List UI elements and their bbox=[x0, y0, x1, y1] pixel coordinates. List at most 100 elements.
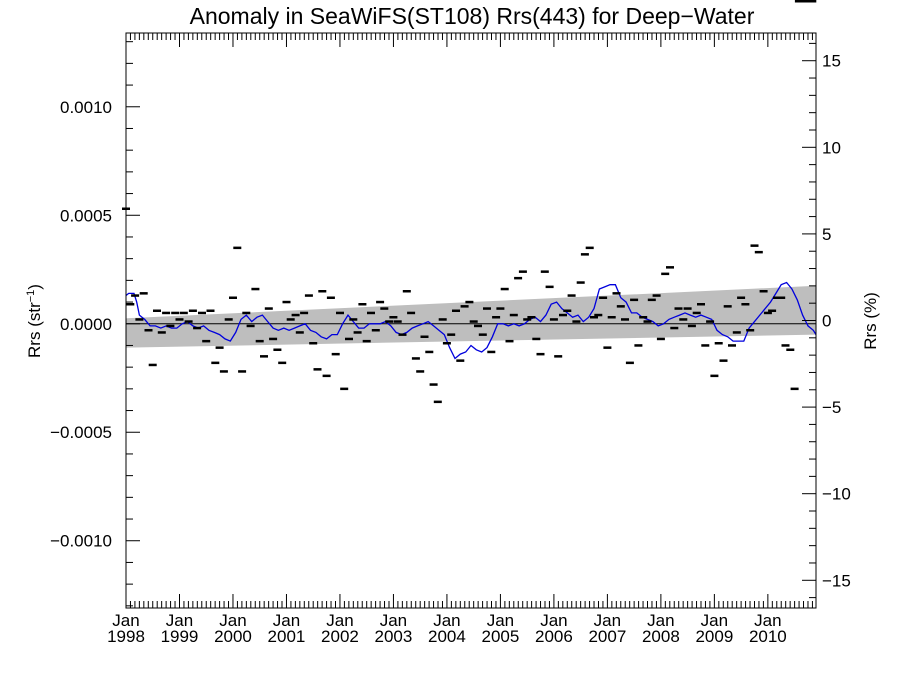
x-tick-label-year: 2000 bbox=[214, 627, 252, 646]
x-tick-label-year: 2007 bbox=[588, 627, 626, 646]
x-tick-label-month: Jan bbox=[647, 611, 674, 630]
data-point bbox=[331, 352, 340, 356]
y-tick-label-left: −0.0010 bbox=[50, 532, 112, 551]
data-point bbox=[599, 296, 608, 299]
data-point bbox=[763, 311, 772, 315]
data-point bbox=[580, 253, 589, 256]
data-point bbox=[242, 311, 251, 315]
data-point bbox=[474, 324, 482, 328]
x-tick-label-year: 2003 bbox=[375, 627, 413, 646]
data-point bbox=[246, 324, 255, 328]
data-point bbox=[371, 329, 380, 332]
monthly-anomaly-markers bbox=[122, 0, 817, 404]
data-point bbox=[540, 270, 549, 273]
x-tick-label-year: 2005 bbox=[482, 627, 520, 646]
data-point bbox=[309, 342, 318, 345]
data-point bbox=[425, 350, 434, 354]
data-point bbox=[238, 370, 247, 373]
data-point bbox=[376, 300, 385, 304]
data-point bbox=[759, 290, 768, 293]
data-point bbox=[193, 326, 202, 330]
data-point bbox=[282, 300, 291, 304]
x-tick-label-month: Jan bbox=[540, 611, 567, 630]
data-point bbox=[666, 266, 674, 269]
chart-title: Anomaly in SeaWiFS(ST108) Rrs(443) for D… bbox=[190, 3, 755, 29]
data-point bbox=[661, 272, 670, 276]
data-point bbox=[442, 342, 451, 345]
data-point bbox=[625, 361, 634, 365]
data-point bbox=[594, 313, 603, 317]
data-point bbox=[647, 298, 656, 302]
data-point bbox=[416, 370, 425, 373]
data-point bbox=[389, 316, 398, 319]
data-point bbox=[313, 368, 322, 371]
data-point bbox=[500, 287, 509, 291]
data-point bbox=[229, 296, 237, 299]
data-point bbox=[656, 337, 665, 341]
data-point bbox=[754, 250, 763, 254]
data-point bbox=[198, 311, 206, 315]
data-point bbox=[456, 359, 465, 362]
data-point bbox=[612, 292, 621, 295]
data-point bbox=[260, 355, 268, 358]
x-tick-label-month: Jan bbox=[380, 611, 407, 630]
data-point bbox=[465, 300, 474, 304]
data-point bbox=[799, 0, 808, 3]
data-point bbox=[630, 298, 639, 302]
data-point bbox=[786, 348, 795, 351]
data-point bbox=[603, 346, 612, 349]
data-point bbox=[469, 320, 478, 323]
x-tick-label-year: 2008 bbox=[642, 627, 680, 646]
data-point bbox=[777, 296, 786, 299]
data-point bbox=[452, 309, 460, 312]
data-point bbox=[567, 294, 576, 297]
data-point bbox=[166, 324, 175, 328]
x-tick-label-year: 2006 bbox=[535, 627, 573, 646]
data-point bbox=[179, 311, 188, 315]
data-point bbox=[639, 316, 648, 319]
y-tick-label-left: 0.0010 bbox=[60, 98, 112, 117]
data-point bbox=[211, 361, 220, 365]
data-point bbox=[206, 309, 215, 312]
data-point bbox=[706, 320, 715, 323]
data-point bbox=[483, 307, 491, 310]
data-point bbox=[153, 309, 161, 312]
data-point bbox=[402, 290, 411, 293]
x-tick-label-year: 1998 bbox=[107, 627, 145, 646]
data-point bbox=[523, 318, 532, 321]
data-point bbox=[576, 281, 585, 284]
y-axis-label-left-exponent: −1 bbox=[25, 290, 37, 303]
data-point bbox=[162, 311, 171, 315]
data-point bbox=[746, 329, 755, 332]
data-point bbox=[643, 320, 652, 323]
data-point bbox=[741, 303, 750, 306]
data-point bbox=[723, 305, 732, 308]
data-point bbox=[367, 311, 375, 315]
y-axis-label-right: Rrs (%) bbox=[861, 292, 880, 350]
data-point bbox=[634, 344, 643, 347]
data-point bbox=[518, 270, 527, 273]
data-point bbox=[679, 318, 688, 321]
data-point bbox=[554, 355, 563, 358]
data-point bbox=[492, 316, 501, 319]
y-tick-label-right: −10 bbox=[822, 485, 851, 504]
data-point bbox=[358, 303, 367, 306]
x-tick-label-year: 1999 bbox=[161, 627, 199, 646]
data-point bbox=[447, 333, 456, 336]
data-point bbox=[505, 339, 514, 343]
x-tick-label-year: 2004 bbox=[428, 627, 466, 646]
data-point bbox=[362, 339, 371, 343]
y-tick-label-left: 0.0000 bbox=[60, 315, 112, 334]
data-point bbox=[340, 387, 349, 391]
data-point bbox=[126, 303, 135, 306]
data-point bbox=[532, 337, 541, 341]
data-point bbox=[349, 318, 358, 321]
running-mean-line bbox=[125, 281, 817, 360]
data-point bbox=[621, 318, 629, 321]
data-point bbox=[318, 290, 327, 293]
data-point bbox=[460, 305, 469, 308]
y-tick-label-right: −5 bbox=[822, 398, 841, 417]
data-point bbox=[184, 320, 193, 323]
data-point bbox=[563, 309, 572, 312]
data-point bbox=[251, 287, 260, 291]
